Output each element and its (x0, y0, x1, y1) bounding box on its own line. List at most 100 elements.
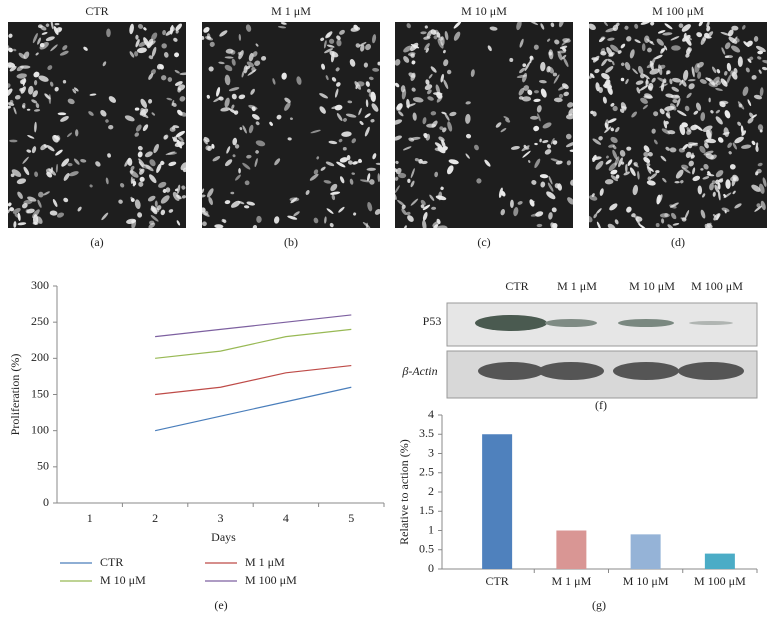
cell (675, 169, 684, 179)
cell (643, 145, 650, 153)
cell (235, 174, 241, 181)
cell (698, 22, 704, 27)
cell (437, 38, 444, 49)
cell (726, 55, 734, 59)
cell (434, 171, 439, 178)
cell (224, 74, 231, 86)
cell (567, 197, 573, 205)
cell (518, 96, 524, 100)
cell (626, 146, 632, 151)
cell (230, 49, 236, 55)
cell (137, 151, 143, 158)
cell (647, 176, 652, 181)
cell (638, 223, 647, 228)
cell (208, 196, 213, 206)
cell (19, 87, 24, 92)
cell (705, 138, 717, 144)
cells (395, 22, 573, 228)
cell (636, 87, 641, 94)
cell (681, 167, 691, 174)
cell (533, 125, 540, 132)
cell (732, 36, 738, 44)
cell (162, 30, 166, 36)
cell (359, 120, 364, 125)
cell (448, 159, 459, 165)
cell (336, 35, 341, 41)
cell (8, 202, 12, 207)
cell (700, 209, 706, 219)
cell (693, 110, 699, 115)
panel-title: M 10 μM (461, 4, 507, 18)
cell (309, 173, 319, 181)
cell (401, 208, 407, 216)
cell (548, 175, 553, 185)
cell (395, 193, 397, 201)
cell (135, 34, 139, 40)
bar (630, 534, 661, 569)
cell (548, 212, 553, 220)
cell (124, 115, 135, 122)
cell (159, 64, 164, 70)
cell (568, 108, 573, 116)
cell (435, 195, 447, 201)
cell (41, 32, 48, 35)
cell (22, 105, 26, 109)
cell (13, 221, 17, 228)
cell (144, 164, 154, 172)
cell (551, 207, 557, 213)
cell (559, 45, 568, 49)
cell (643, 157, 651, 164)
cell (398, 111, 404, 117)
cell (624, 25, 629, 30)
blot-column-label: M 100 μM (691, 279, 743, 293)
cell (326, 44, 335, 48)
blot-row-label: β-Actin (401, 364, 437, 378)
cell (755, 45, 766, 53)
cell (715, 116, 723, 125)
cell (296, 76, 302, 85)
cell (662, 177, 667, 183)
cell (351, 172, 356, 175)
cell (600, 47, 606, 54)
cell (683, 32, 687, 39)
cell (349, 58, 356, 67)
cell (168, 161, 177, 167)
cell (608, 162, 617, 171)
cell (423, 36, 431, 40)
cell (728, 36, 738, 44)
cell (589, 195, 598, 201)
cell (134, 107, 140, 111)
cell (615, 174, 620, 179)
cell (54, 86, 59, 92)
cell (135, 124, 142, 132)
cell (659, 108, 665, 115)
cell (530, 115, 539, 120)
cell (330, 183, 338, 192)
cell (136, 47, 147, 54)
cell (395, 119, 403, 125)
cell (742, 86, 749, 96)
cell (610, 136, 618, 144)
cell (612, 149, 618, 160)
cell (59, 50, 69, 56)
cell (589, 215, 593, 223)
cell (686, 92, 692, 99)
cell (552, 223, 558, 228)
cell (19, 65, 31, 69)
cell (724, 42, 731, 50)
cell (238, 168, 241, 174)
cell (395, 167, 402, 175)
cell (246, 201, 256, 206)
cell (134, 132, 140, 137)
cell (719, 101, 726, 108)
cell (219, 30, 228, 37)
cell (529, 199, 535, 207)
cell (598, 136, 603, 141)
cell (647, 47, 652, 53)
cell (375, 162, 380, 166)
cell (43, 191, 50, 196)
cell (476, 178, 482, 184)
cell (174, 81, 183, 87)
cell (542, 122, 552, 129)
